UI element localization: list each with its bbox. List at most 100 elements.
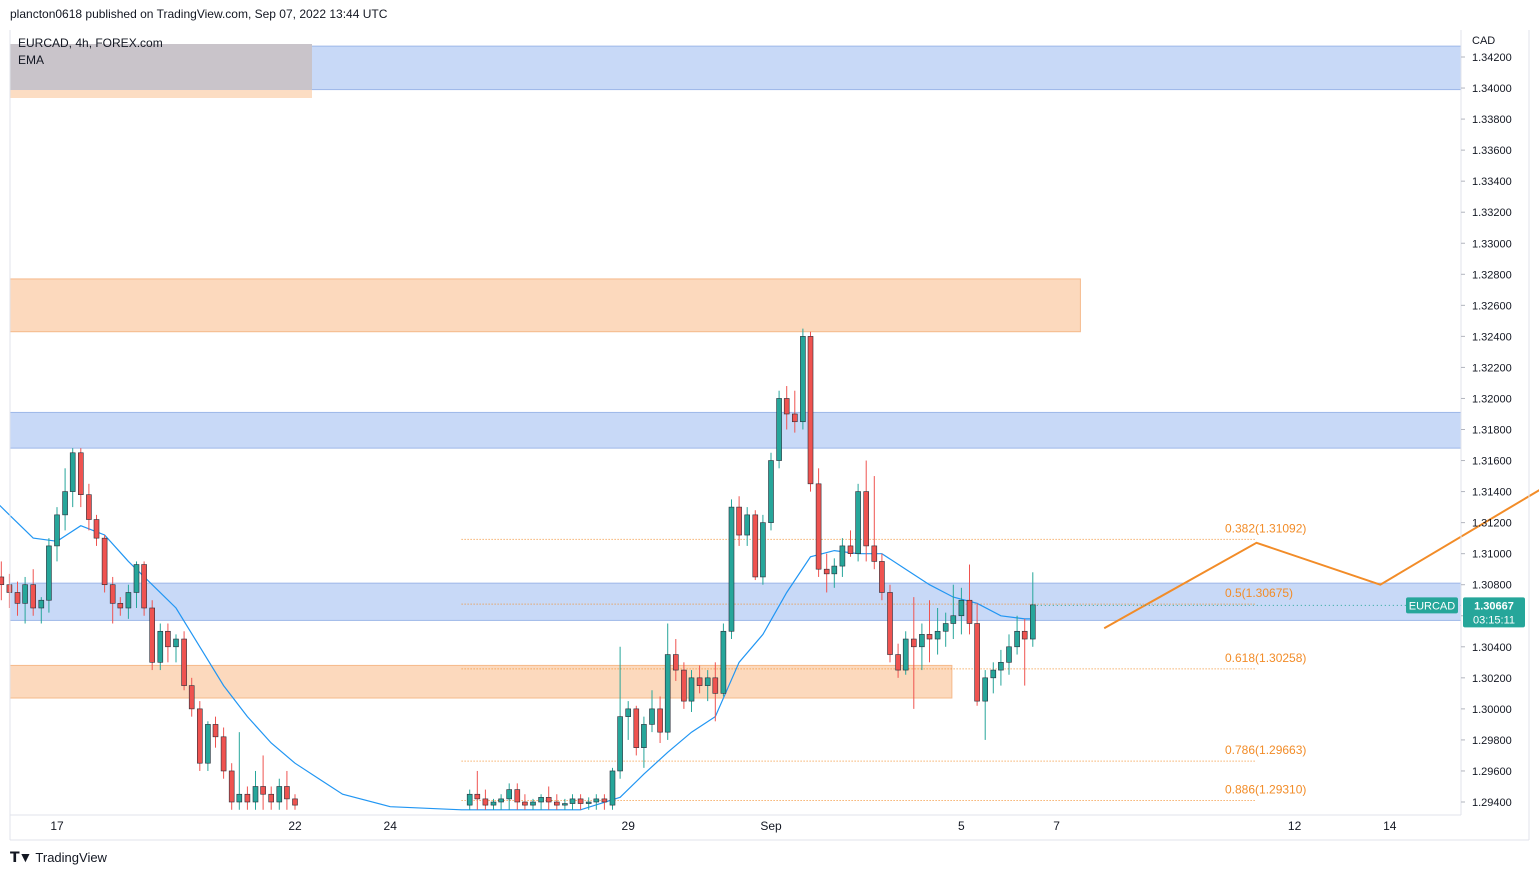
candle-body-78 xyxy=(768,460,774,523)
candle-body-47 xyxy=(522,801,528,806)
currency-label: CAD xyxy=(1472,35,1495,47)
candle-body-57 xyxy=(601,798,608,803)
zone-orange-4 xyxy=(9,664,953,699)
fib-label-2: 0.618(1.30258) xyxy=(1225,651,1306,665)
candle-body-29 xyxy=(212,724,219,738)
candle-body-55 xyxy=(585,801,592,804)
price-badge-bg xyxy=(1463,597,1525,628)
fib-label-3: 0.786(1.29663) xyxy=(1225,743,1306,757)
candle-body-90 xyxy=(863,491,870,547)
candle-body-45 xyxy=(506,789,513,800)
legend-gray-box xyxy=(10,44,312,90)
candle-body-67 xyxy=(681,669,687,702)
candle-body-100 xyxy=(942,623,949,632)
y-tick-label-17: 1.30800 xyxy=(1472,580,1512,592)
price-badge-value: 1.30667 xyxy=(1474,600,1514,612)
candle-body-84 xyxy=(815,483,822,570)
fib-label-1: 0.5(1.30675) xyxy=(1225,586,1293,600)
candle-body-88 xyxy=(847,545,854,554)
candle-body-95 xyxy=(902,638,909,671)
candle-body-36 xyxy=(268,793,275,803)
candle-body-86 xyxy=(831,565,838,575)
candle-body-49 xyxy=(538,797,544,803)
candle-body-93 xyxy=(887,592,893,655)
candle-body-52 xyxy=(562,803,568,806)
candle-body-101 xyxy=(950,615,957,624)
candle-body-56 xyxy=(593,798,600,803)
projection-path xyxy=(1103,489,1539,630)
candle-body-80 xyxy=(783,398,790,415)
y-tick-label-9: 1.32400 xyxy=(1472,331,1512,343)
y-tick-label-3: 1.33600 xyxy=(1472,145,1512,157)
candle-body-19 xyxy=(133,564,140,593)
candle-body-60 xyxy=(625,708,632,717)
candle-body-8 xyxy=(46,545,52,601)
candle-body-43 xyxy=(490,801,497,806)
zone-blue-2 xyxy=(9,411,1462,449)
candle-body-10 xyxy=(62,491,68,516)
x-tick-label-6: 7 xyxy=(1053,819,1060,833)
zone-orange-1 xyxy=(9,278,1081,333)
legend-indicator-ema[interactable]: EMA xyxy=(18,53,45,67)
y-tick-label-23: 1.29600 xyxy=(1472,766,1512,778)
y-tick-label-24: 1.29400 xyxy=(1472,797,1512,809)
candle-body-23 xyxy=(165,630,171,648)
candle-body-72 xyxy=(720,630,727,694)
candle-body-105 xyxy=(982,677,989,702)
candle-body-39 xyxy=(292,798,298,806)
candle-body-27 xyxy=(197,708,203,764)
candle-body-28 xyxy=(205,724,211,764)
candle-body-22 xyxy=(157,630,164,663)
published-header: plancton0618 published on TradingView.co… xyxy=(10,7,388,21)
candles-layer xyxy=(0,328,1036,810)
candle-body-53 xyxy=(569,798,576,804)
candle-body-109 xyxy=(1014,630,1020,648)
candle-body-38 xyxy=(284,786,290,800)
y-tick-label-7: 1.32800 xyxy=(1472,269,1512,281)
y-ticks-layer: 1.34200 1.34000 1.33800 1.33600 1.33400 1.332… xyxy=(1461,52,1512,809)
candle-body-14 xyxy=(93,519,100,539)
candle-body-70 xyxy=(704,677,711,686)
candle-body-76 xyxy=(752,514,759,578)
candle-body-63 xyxy=(649,708,655,725)
candle-body-3 xyxy=(6,584,13,593)
candle-body-97 xyxy=(919,634,925,648)
y-tick-label-10: 1.32200 xyxy=(1472,362,1512,374)
x-tick-label-1: 22 xyxy=(288,819,302,833)
candle-body-42 xyxy=(482,798,489,806)
candle-body-40 xyxy=(466,793,473,806)
candle-body-9 xyxy=(54,514,60,547)
y-tick-label-12: 1.31800 xyxy=(1472,425,1512,437)
candle-body-107 xyxy=(998,662,1004,671)
candle-body-69 xyxy=(696,677,703,686)
x-tick-label-3: 29 xyxy=(622,819,636,833)
candle-body-44 xyxy=(498,798,504,803)
symbol-badge-label: EURCAD xyxy=(1409,600,1456,612)
x-tick-label-5: 5 xyxy=(958,819,965,833)
candle-body-21 xyxy=(149,607,155,663)
y-tick-label-1: 1.34000 xyxy=(1472,83,1512,95)
y-tick-label-14: 1.31400 xyxy=(1472,487,1512,499)
y-tick-label-13: 1.31600 xyxy=(1472,456,1512,468)
candle-body-75 xyxy=(744,514,751,536)
candle-body-103 xyxy=(966,599,973,624)
candle-body-4 xyxy=(14,592,21,604)
candle-body-91 xyxy=(871,545,878,562)
candle-body-33 xyxy=(244,793,251,803)
candle-body-16 xyxy=(109,584,116,604)
x-ticks-layer: 17222429Sep571214192126 xyxy=(50,819,1396,833)
candle-body-2 xyxy=(0,576,5,586)
symbol-badge-bg xyxy=(1406,597,1458,614)
y-tick-label-21: 1.30000 xyxy=(1472,704,1512,716)
candle-body-59 xyxy=(617,716,623,772)
candle-body-17 xyxy=(117,603,124,609)
candle-body-32 xyxy=(236,793,243,803)
candle-body-87 xyxy=(839,545,846,567)
candle-body-48 xyxy=(530,801,536,806)
legend-symbol: EURCAD, 4h, FOREX.com xyxy=(18,36,163,50)
candle-body-81 xyxy=(791,413,798,423)
candle-body-68 xyxy=(688,677,695,702)
candle-body-94 xyxy=(895,654,901,671)
footer-brand[interactable]: 𝗧▼ TradingView xyxy=(10,849,107,866)
